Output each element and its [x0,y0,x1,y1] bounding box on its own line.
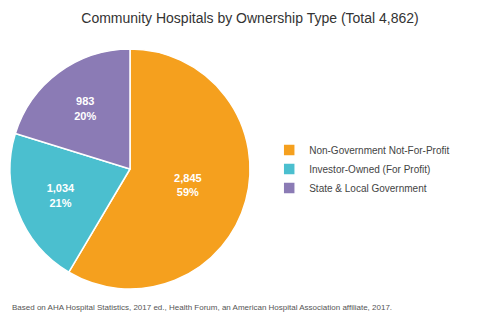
svg-text:Community Hospitals by Ownersh: Community Hospitals by Ownership Type (T… [81,10,418,26]
svg-text:2,84559%: 2,84559% [174,172,202,198]
svg-text:Investor-Owned (For Profit): Investor-Owned (For Profit) [309,164,430,175]
svg-text:Based on AHA Hospital Statisti: Based on AHA Hospital Statistics, 2017 e… [12,303,392,312]
svg-text:State & Local Government: State & Local Government [309,183,427,194]
svg-text:98320%: 98320% [74,95,96,121]
svg-text:1,03421%: 1,03421% [47,182,75,208]
svg-text:Non-Government Not-For-Profit: Non-Government Not-For-Profit [309,145,449,156]
